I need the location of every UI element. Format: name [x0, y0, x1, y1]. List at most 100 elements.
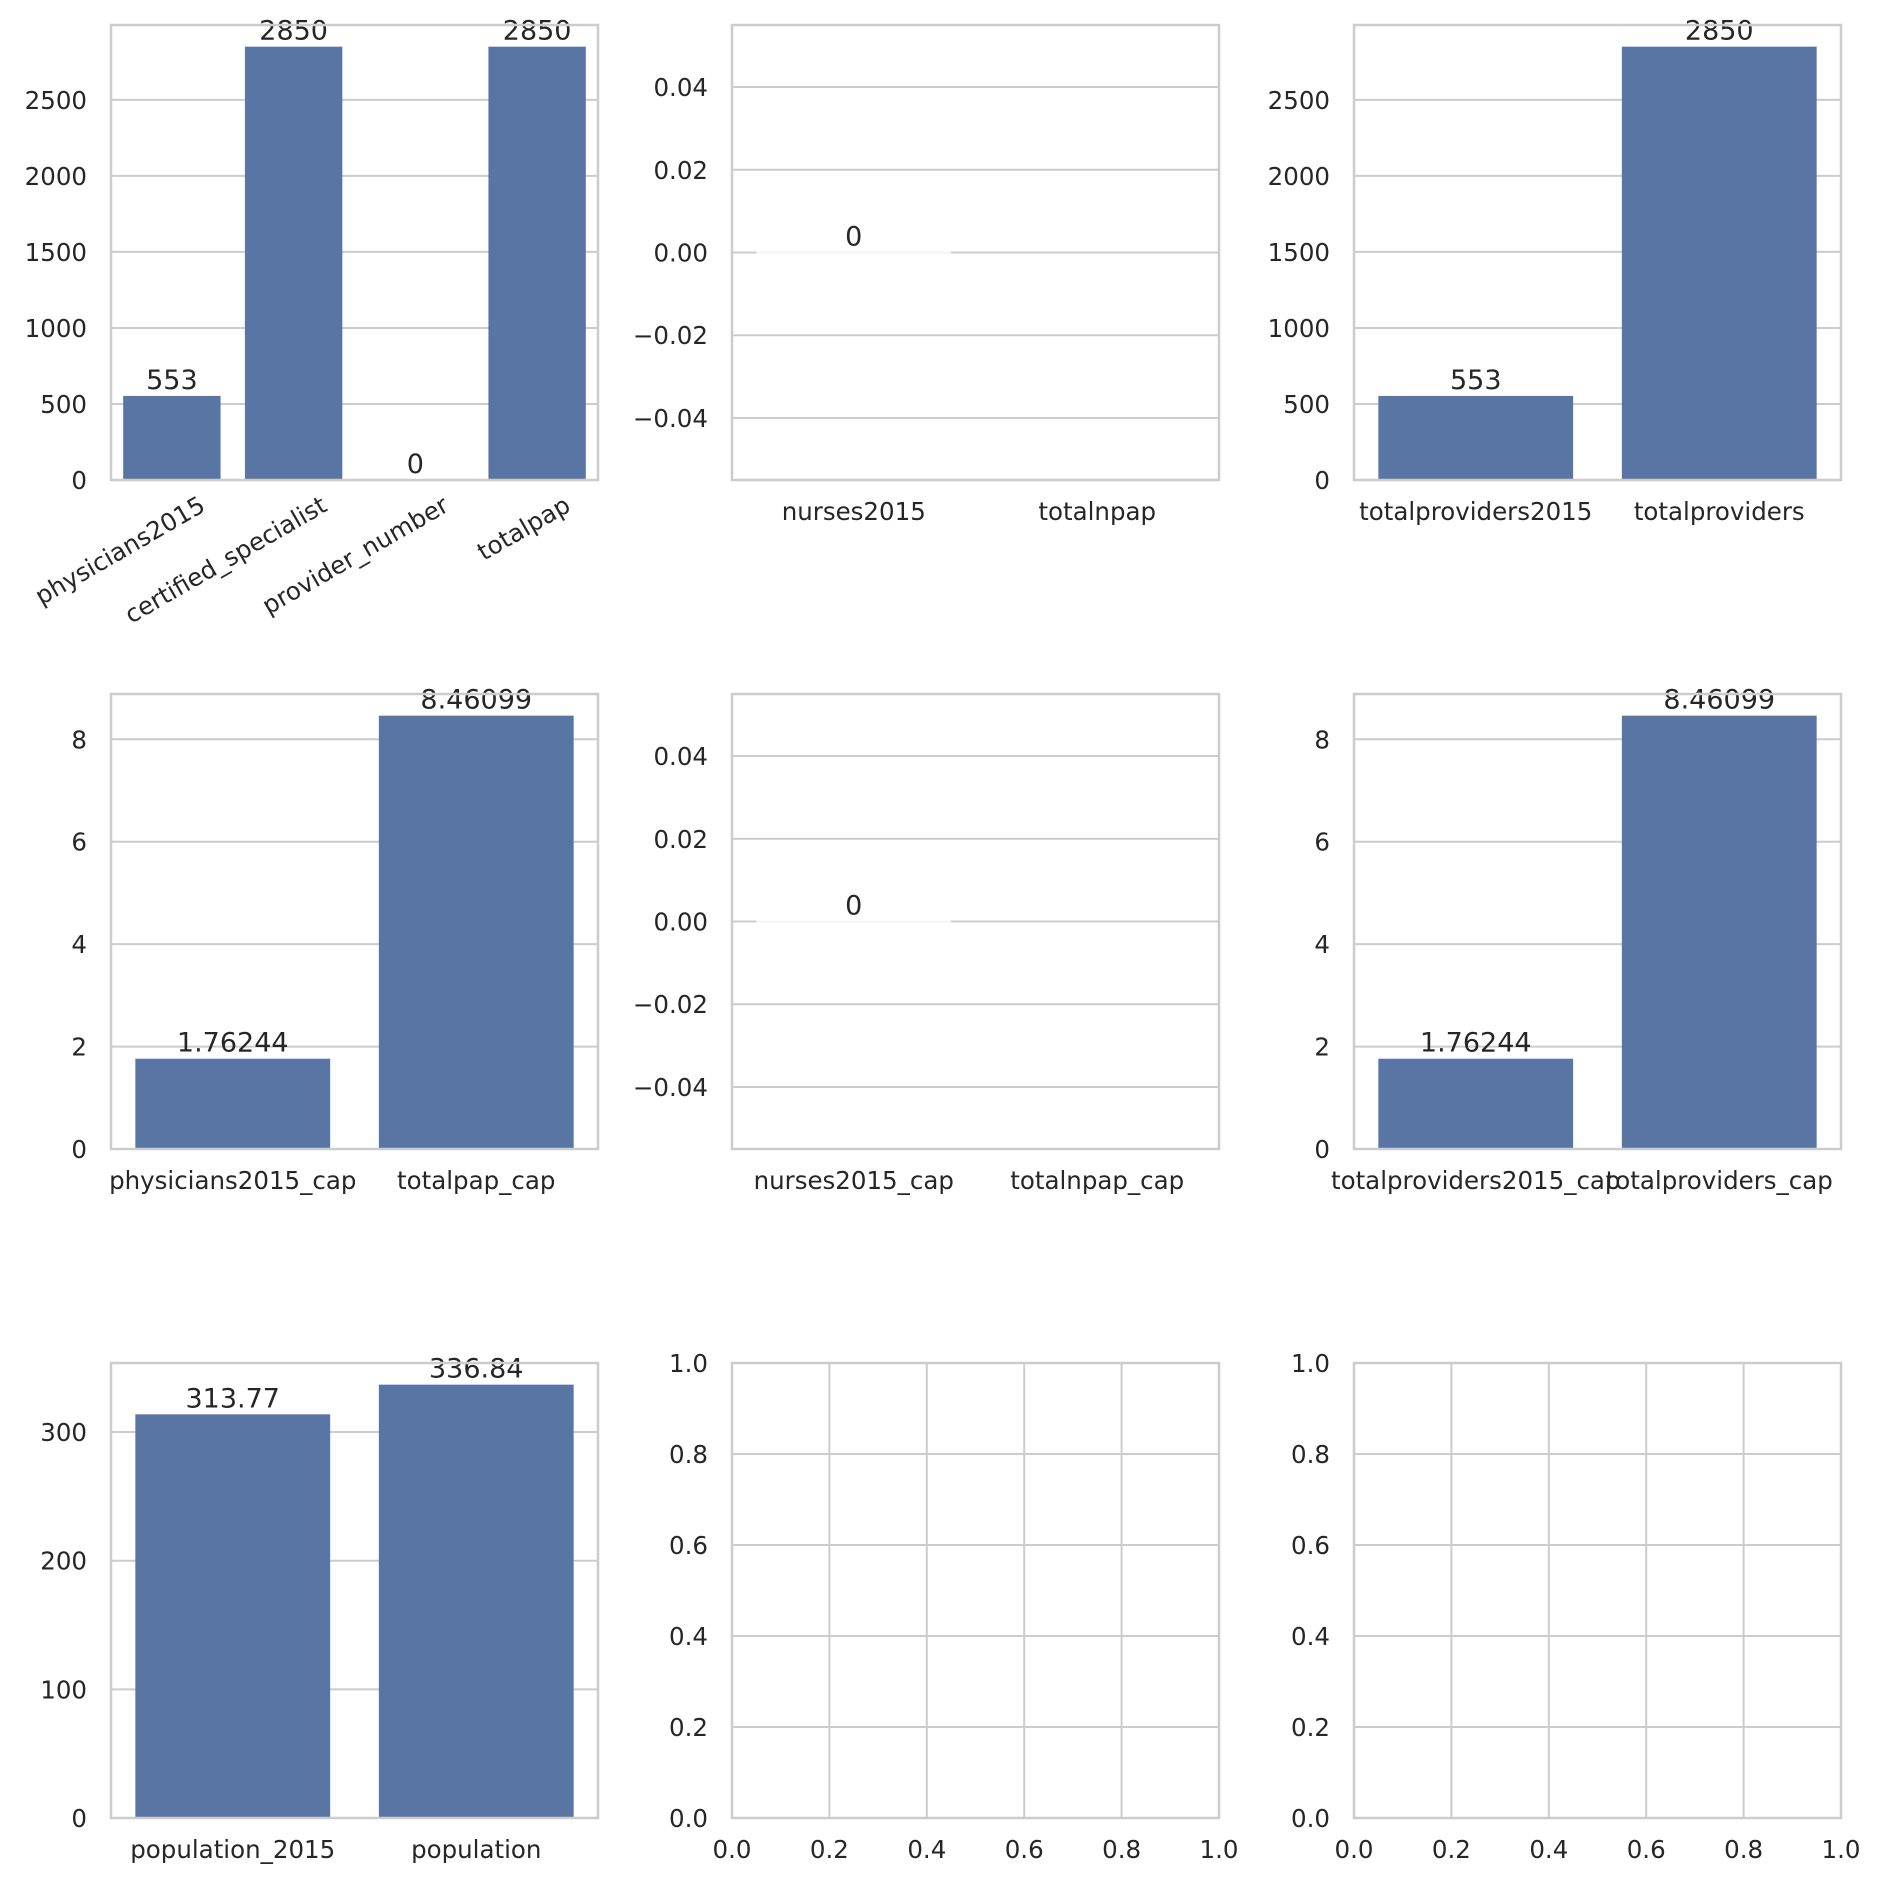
y-tick-label: 0.00	[653, 908, 708, 937]
y-tick-label: 100	[40, 1675, 87, 1704]
y-tick-label: 0.6	[1291, 1531, 1330, 1560]
bar-population-2015	[135, 1414, 331, 1818]
bar-totalproviders	[1621, 46, 1817, 481]
y-tick-label: 0.2	[1291, 1713, 1330, 1742]
x-tick-label: 0.2	[810, 1835, 849, 1864]
axes-frame	[109, 692, 600, 1151]
y-tick-label: 1000	[1268, 314, 1330, 343]
x-tick-label: 0.8	[1724, 1835, 1763, 1864]
y-tick-label: 0.04	[653, 742, 708, 771]
data-label: 553	[1450, 365, 1502, 396]
y-tick-label: 8	[71, 725, 87, 754]
y-tick-label: 0.02	[653, 156, 708, 185]
y-tick-label: −0.02	[633, 321, 708, 350]
y-tick-label: 1000	[25, 314, 87, 343]
x-tick-label: nurses2015_cap	[754, 1166, 954, 1195]
y-tick-label: 0.0	[1291, 1804, 1330, 1833]
y-tick-label: 6	[71, 828, 87, 857]
x-tick-label: certified_specialist	[120, 490, 332, 629]
bar-physicians2015	[123, 395, 221, 480]
data-label: 8.46099	[420, 685, 532, 716]
x-tick-label: totalproviders2015	[1359, 497, 1592, 526]
y-tick-label: 1.0	[669, 1349, 708, 1378]
y-tick-label: 2500	[1268, 86, 1330, 115]
subplot-7: 0 100 200 300 313.77 population_2015 336.84 pop…	[40, 1354, 600, 1864]
subplot-9: 0.0 0.2 0.4 0.6 0.8 1.0 0.0 0.2 0.4 0.6 0.8 1.0	[1291, 1349, 1860, 1864]
data-label: 0	[407, 449, 424, 480]
x-tick-label: totalpap	[472, 490, 575, 566]
x-tick-label: nurses2015	[782, 497, 926, 526]
y-tick-label: 0	[71, 1135, 87, 1164]
x-tick-label: 1.0	[1200, 1835, 1239, 1864]
subplot-3: 0 500 1000 1500 2000 2500 553 totalproviders201…	[1268, 16, 1843, 526]
axes-frame	[730, 1361, 1221, 1820]
subplot-8: 0.0 0.2 0.4 0.6 0.8 1.0 0.0 0.2 0.4 0.6 0.8 1.0	[669, 1349, 1238, 1864]
bar-totalpap	[488, 46, 586, 481]
data-label: 313.77	[186, 1383, 280, 1414]
subplot-1: 05001000150020002500553physicians2015285…	[25, 16, 600, 629]
y-tick-label: −0.02	[633, 990, 708, 1019]
bar-physicians2015-cap	[135, 1058, 331, 1149]
y-tick-label: 0.00	[653, 239, 708, 268]
y-tick-label: 2000	[25, 162, 87, 191]
x-tick-label: 0.6	[1005, 1835, 1044, 1864]
data-label: 553	[146, 365, 198, 396]
y-tick-label: 0	[71, 1804, 87, 1833]
bar-certified-specialist	[244, 46, 343, 481]
axes-frame	[1352, 692, 1843, 1151]
y-tick-label: 0.02	[653, 825, 708, 854]
subplot-6: 0 2 4 6 8 1.76244 totalproviders2015_cap 8.4609…	[1314, 685, 1843, 1195]
data-label: 8.46099	[1663, 685, 1775, 716]
axes-frame	[730, 692, 1221, 1151]
x-tick-label: 1.0	[1822, 1835, 1861, 1864]
y-tick-label: 2	[1314, 1033, 1330, 1062]
y-tick-label: 0.8	[1291, 1440, 1330, 1469]
y-tick-label: 0.8	[669, 1440, 708, 1469]
y-tick-label: 2	[71, 1033, 87, 1062]
x-tick-label: 0.2	[1432, 1835, 1471, 1864]
x-tick-label: 0.4	[907, 1835, 946, 1864]
axes-frame	[1352, 1361, 1843, 1820]
x-tick-label: totalproviders_cap	[1606, 1166, 1833, 1195]
data-label: 2850	[503, 16, 572, 47]
y-tick-label: 0	[71, 466, 87, 495]
data-label: 2850	[259, 16, 328, 47]
y-tick-label: 0.6	[669, 1531, 708, 1560]
y-tick-label: −0.04	[633, 404, 708, 433]
y-tick-label: 0.2	[669, 1713, 708, 1742]
x-tick-label: totalproviders	[1634, 497, 1805, 526]
y-tick-label: 2500	[25, 86, 87, 115]
y-tick-label: 1.0	[1291, 1349, 1330, 1378]
x-tick-label: totalnpap_cap	[1010, 1166, 1184, 1195]
bar-totalpap-cap	[378, 715, 574, 1149]
x-tick-label: 0.0	[713, 1835, 752, 1864]
y-tick-label: 0.4	[669, 1622, 708, 1651]
x-tick-label: totalpap_cap	[397, 1166, 555, 1195]
y-tick-label: 4	[1314, 930, 1330, 959]
bar-totalproviders-cap	[1621, 715, 1817, 1149]
data-label: 1.76244	[1420, 1028, 1532, 1059]
y-tick-label: 6	[1314, 828, 1330, 857]
bar-totalproviders2015	[1378, 395, 1574, 480]
y-tick-label: 500	[40, 390, 87, 419]
x-tick-label: physicians2015_cap	[109, 1166, 356, 1195]
subplot-4: 0 2 4 6 8 1.76244 physicians2015_cap 8.46099 tot…	[71, 685, 600, 1195]
y-tick-label: 4	[71, 930, 87, 959]
bar-population	[378, 1384, 574, 1818]
subplot-5: −0.04 −0.02 0.00 0.02 0.04 0 nurses2015_cap tot…	[633, 692, 1221, 1195]
axes-frame	[1352, 23, 1843, 482]
x-tick-label: totalnpap	[1038, 497, 1156, 526]
y-tick-label: 1500	[1268, 238, 1330, 267]
x-tick-label: population	[411, 1835, 541, 1864]
y-tick-label: 300	[40, 1418, 87, 1447]
axes-frame	[109, 1361, 600, 1820]
y-tick-label: 0	[1314, 1135, 1330, 1164]
y-tick-label: 500	[1283, 390, 1330, 419]
x-tick-label: 0.8	[1102, 1835, 1141, 1864]
y-tick-label: −0.04	[633, 1073, 708, 1102]
y-tick-label: 8	[1314, 725, 1330, 754]
y-tick-label: 1500	[25, 238, 87, 267]
x-tick-label: population_2015	[130, 1835, 335, 1864]
data-label: 0	[845, 891, 862, 922]
